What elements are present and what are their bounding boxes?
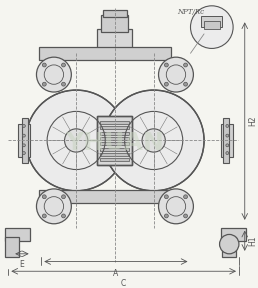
Bar [222, 124, 233, 157]
Circle shape [164, 63, 168, 67]
Bar [222, 237, 236, 257]
Circle shape [158, 57, 194, 92]
Bar [204, 21, 220, 29]
Circle shape [42, 82, 46, 86]
Circle shape [22, 151, 25, 155]
Bar [98, 116, 132, 165]
Circle shape [42, 214, 46, 218]
Bar [98, 116, 132, 165]
Circle shape [164, 214, 168, 218]
Circle shape [190, 6, 233, 48]
Circle shape [184, 82, 188, 86]
Circle shape [226, 124, 229, 127]
Circle shape [226, 151, 229, 155]
Circle shape [22, 124, 25, 127]
Bar [223, 118, 229, 163]
Bar [22, 118, 28, 163]
Circle shape [64, 129, 88, 152]
Circle shape [62, 195, 66, 199]
Bar [98, 29, 132, 48]
Circle shape [42, 63, 46, 67]
Bar [39, 46, 171, 60]
Bar [100, 158, 130, 161]
Circle shape [220, 234, 239, 254]
Bar [101, 14, 128, 32]
Circle shape [164, 82, 168, 86]
Bar [100, 142, 130, 145]
Circle shape [142, 129, 165, 152]
Bar [100, 132, 130, 135]
Circle shape [62, 82, 66, 86]
Text: YHUAN: YHUAN [66, 131, 164, 155]
Circle shape [158, 189, 194, 224]
Bar [100, 148, 130, 151]
Text: H1: H1 [249, 235, 258, 245]
Bar [100, 121, 130, 124]
Bar [18, 124, 30, 157]
Bar [39, 190, 171, 203]
Circle shape [184, 195, 188, 199]
Text: H2: H2 [249, 116, 258, 126]
Bar [100, 137, 130, 140]
Bar [100, 153, 130, 156]
Circle shape [226, 134, 229, 137]
Bar [5, 237, 19, 257]
Circle shape [103, 90, 204, 191]
Bar [222, 228, 246, 241]
Text: C: C [121, 279, 126, 288]
Circle shape [42, 195, 46, 199]
Circle shape [36, 57, 71, 92]
Circle shape [62, 214, 66, 218]
Circle shape [22, 134, 25, 137]
Bar [103, 10, 127, 18]
Bar [201, 16, 222, 27]
Circle shape [184, 63, 188, 67]
Text: E: E [20, 259, 24, 269]
Circle shape [22, 144, 25, 147]
Circle shape [62, 63, 66, 67]
Circle shape [184, 214, 188, 218]
Circle shape [226, 144, 229, 147]
Text: A: A [113, 269, 118, 278]
Circle shape [26, 90, 127, 191]
Bar [5, 228, 30, 241]
Circle shape [164, 195, 168, 199]
Circle shape [36, 189, 71, 224]
Bar [100, 126, 130, 129]
Text: NPT/Rc: NPT/Rc [177, 7, 204, 16]
